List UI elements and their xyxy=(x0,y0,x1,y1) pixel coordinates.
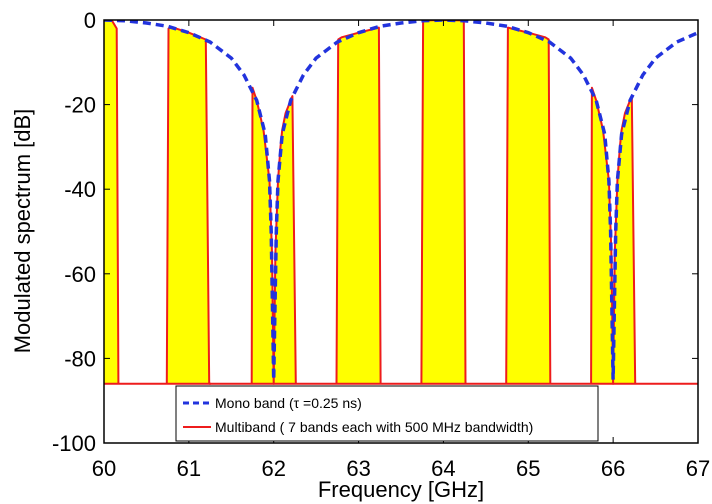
legend-box xyxy=(175,385,599,442)
legend-label-multiband: Multiband ( 7 bands each with 500 MHz ba… xyxy=(215,419,533,435)
plot-frame xyxy=(103,19,699,444)
y-tick-label: -20 xyxy=(64,93,96,118)
multiband-band-fill-4 xyxy=(336,27,381,384)
y-tick-label: -80 xyxy=(64,346,96,371)
x-tick-label: 67 xyxy=(686,456,710,481)
x-tick-label: 64 xyxy=(431,456,455,481)
mono-band-line xyxy=(104,20,698,380)
x-tick-label: 60 xyxy=(92,456,116,481)
x-tick-labels: 60 61 62 63 64 65 66 67 xyxy=(92,456,710,481)
multiband-band-fill-7 xyxy=(591,87,636,384)
y-tick-label: -60 xyxy=(64,262,96,287)
tick-marks xyxy=(103,19,699,444)
x-tick-label: 63 xyxy=(346,456,370,481)
y-tick-label: 0 xyxy=(84,8,96,33)
multiband-band-fill-5 xyxy=(421,20,466,384)
multiband-band-fill-2 xyxy=(166,27,211,384)
x-tick-label: 61 xyxy=(177,456,201,481)
multiband-band-fill-6 xyxy=(506,27,551,384)
y-axis-label: Modulated spectrum [dB] xyxy=(10,109,35,354)
multiband-band-fill-3 xyxy=(251,87,296,384)
multiband-fill-layer xyxy=(104,20,636,384)
x-axis-label: Frequency [GHz] xyxy=(318,477,484,502)
y-tick-label: -100 xyxy=(52,431,96,456)
y-tick-labels: 0 -20 -40 -60 -80 -100 xyxy=(52,8,96,456)
multiband-band-fill-1 xyxy=(104,20,119,384)
y-tick-label: -40 xyxy=(64,177,96,202)
x-tick-label: 66 xyxy=(601,456,625,481)
x-tick-label: 65 xyxy=(516,456,540,481)
legend-label-mono-band: Mono band (τ =0.25 ns) xyxy=(215,395,362,411)
multiband-band-outline-1 xyxy=(104,20,120,384)
mono-band-line-layer xyxy=(104,20,698,380)
x-tick-label: 62 xyxy=(261,456,285,481)
legend: Mono band (τ =0.25 ns) Multiband ( 7 ban… xyxy=(175,385,599,442)
